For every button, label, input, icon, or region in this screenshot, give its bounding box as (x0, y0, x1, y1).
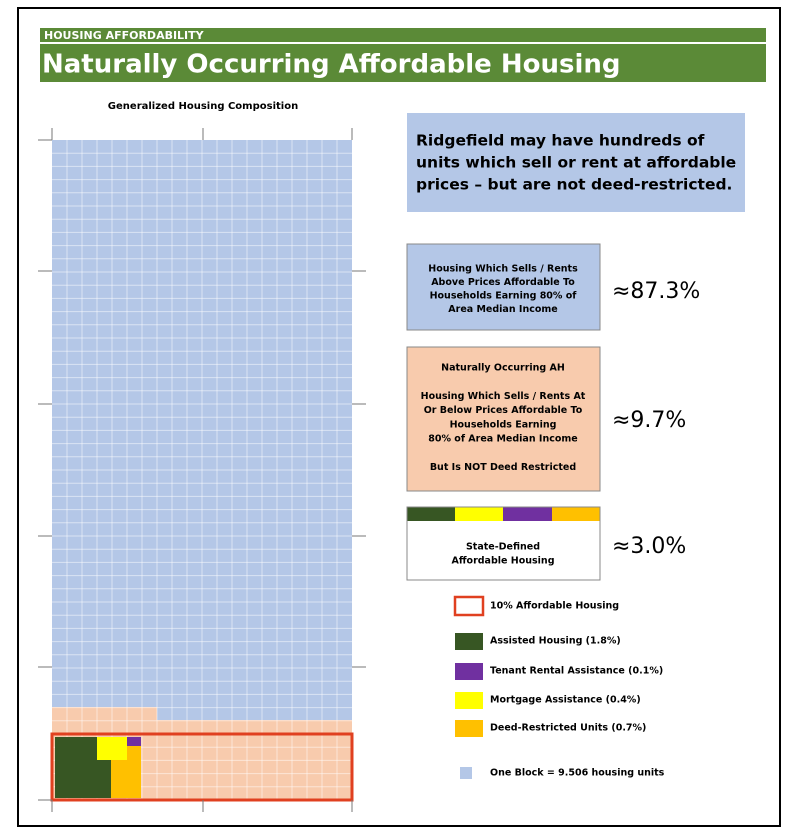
box-value: ≈87.3% (612, 279, 700, 304)
legend-swatch (455, 633, 483, 650)
box-value: ≈9.7% (612, 408, 686, 433)
bar-seg (503, 507, 552, 521)
chart-title: Generalized Housing Composition (108, 101, 298, 112)
deed-restricted (111, 746, 141, 798)
title: Naturally Occurring Affordable Housing (42, 50, 620, 80)
legend-label: Assisted Housing (1.8%) (490, 636, 621, 647)
box-above (406, 243, 601, 331)
legend-label: Mortgage Assistance (0.4%) (490, 695, 641, 706)
mortgage (97, 737, 127, 760)
legend-swatch (460, 767, 472, 779)
box-text: Housing Which Sells / Rents At (421, 391, 586, 402)
bar-seg (552, 507, 600, 521)
callout-text: units which sell or rent at affordable (416, 154, 736, 172)
bar-seg (407, 507, 455, 521)
callout-box (407, 113, 745, 212)
box-noah (406, 346, 601, 492)
axis-ticks (38, 128, 366, 812)
box-text: But Is NOT Deed Restricted (430, 462, 576, 473)
title-band (40, 44, 766, 82)
box-text: Above Prices Affordable To (431, 277, 575, 288)
legend-swatch (455, 692, 483, 709)
callout-text: Ridgefield may have hundreds of (416, 132, 705, 150)
legend-label: One Block = 9.506 housing units (490, 768, 665, 779)
box-text: Housing Which Sells / Rents (428, 264, 578, 275)
box-text: Households Earning (450, 419, 557, 430)
legend-label: Tenant Rental Assistance (0.1%) (490, 666, 663, 677)
assisted (55, 737, 97, 798)
box-text: Affordable Housing (452, 556, 555, 567)
kicker-band (40, 28, 766, 42)
callout-text: prices – but are not deed-restricted. (416, 176, 732, 194)
box-value: ≈3.0% (612, 534, 686, 559)
legend-swatch (453, 595, 485, 617)
legend-label: 10% Affordable Housing (490, 601, 619, 612)
bar-seg (455, 507, 503, 521)
ten-percent-outline (50, 732, 354, 802)
box-text: Area Median Income (448, 304, 557, 315)
tenant (127, 737, 141, 746)
legend-label: Deed-Restricted Units (0.7%) (490, 723, 646, 734)
box-state (406, 506, 601, 581)
box-text: Households Earning 80% of (430, 291, 578, 302)
legend-swatch (455, 720, 483, 737)
box-text: Naturally Occurring AH (441, 363, 565, 374)
assisted (97, 760, 111, 798)
legend-swatch (455, 663, 483, 680)
box-text: State-Defined (466, 542, 540, 553)
box-text: 80% of Area Median Income (428, 434, 577, 445)
box-text: Or Below Prices Affordable To (424, 405, 583, 416)
kicker: HOUSING AFFORDABILITY (44, 29, 205, 42)
